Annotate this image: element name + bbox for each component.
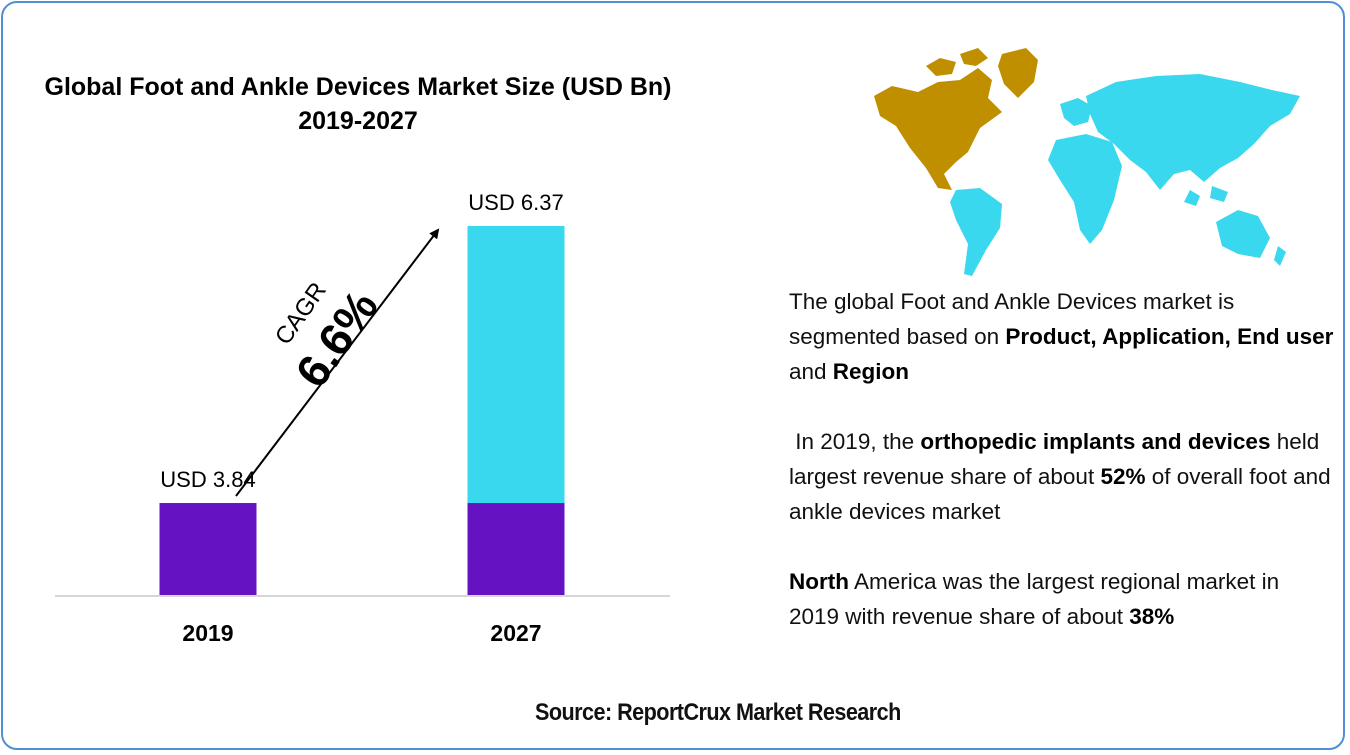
segmentation-text-part: The global Foot and Ankle Devices market… <box>789 289 1235 349</box>
implants-text-part: In 2019, the <box>795 429 921 454</box>
bar-2027-growth <box>467 226 565 504</box>
chart-title: Global Foot and Ankle Devices Market Siz… <box>44 73 672 135</box>
region-bold-share: 38% <box>1129 604 1175 629</box>
segmentation-text-part: and <box>789 359 833 384</box>
implants-text-part: of overall foot and ankle devices market <box>789 464 1331 524</box>
data-label-2027: USD 6.37 <box>468 190 563 215</box>
x-tick-2027: 2027 <box>490 620 541 646</box>
source-text: Source: ReportCrux Market Research <box>535 699 901 726</box>
x-tick-2019: 2019 <box>182 620 233 646</box>
segmentation-bold-region: Region <box>832 359 910 384</box>
implants-share-text: In 2019, the orthopedic implants and dev… <box>789 424 1334 529</box>
data-label-2019: USD 3.84 <box>160 467 255 492</box>
world-map-icon <box>874 48 1300 276</box>
region-bold-name: North <box>789 569 849 594</box>
implants-text-part: held largest revenue share of about <box>789 429 1320 489</box>
segmentation-text: The global Foot and Ankle Devices market… <box>789 284 1334 389</box>
region-text-part: America was the largest regional market … <box>789 569 1280 629</box>
bar-2019-base <box>159 503 257 595</box>
cagr-arrow <box>235 228 440 497</box>
implants-bold-segment: orthopedic implants and devices <box>920 429 1271 454</box>
rest-of-world-shape <box>950 74 1300 276</box>
segmentation-bold-segments: Product, Application, End user <box>1005 324 1334 349</box>
implants-bold-share: 52% <box>1100 464 1146 489</box>
bar-2027-base <box>467 503 565 595</box>
north-america-shape <box>874 48 1038 190</box>
region-share-text: North America was the largest regional m… <box>789 564 1334 634</box>
